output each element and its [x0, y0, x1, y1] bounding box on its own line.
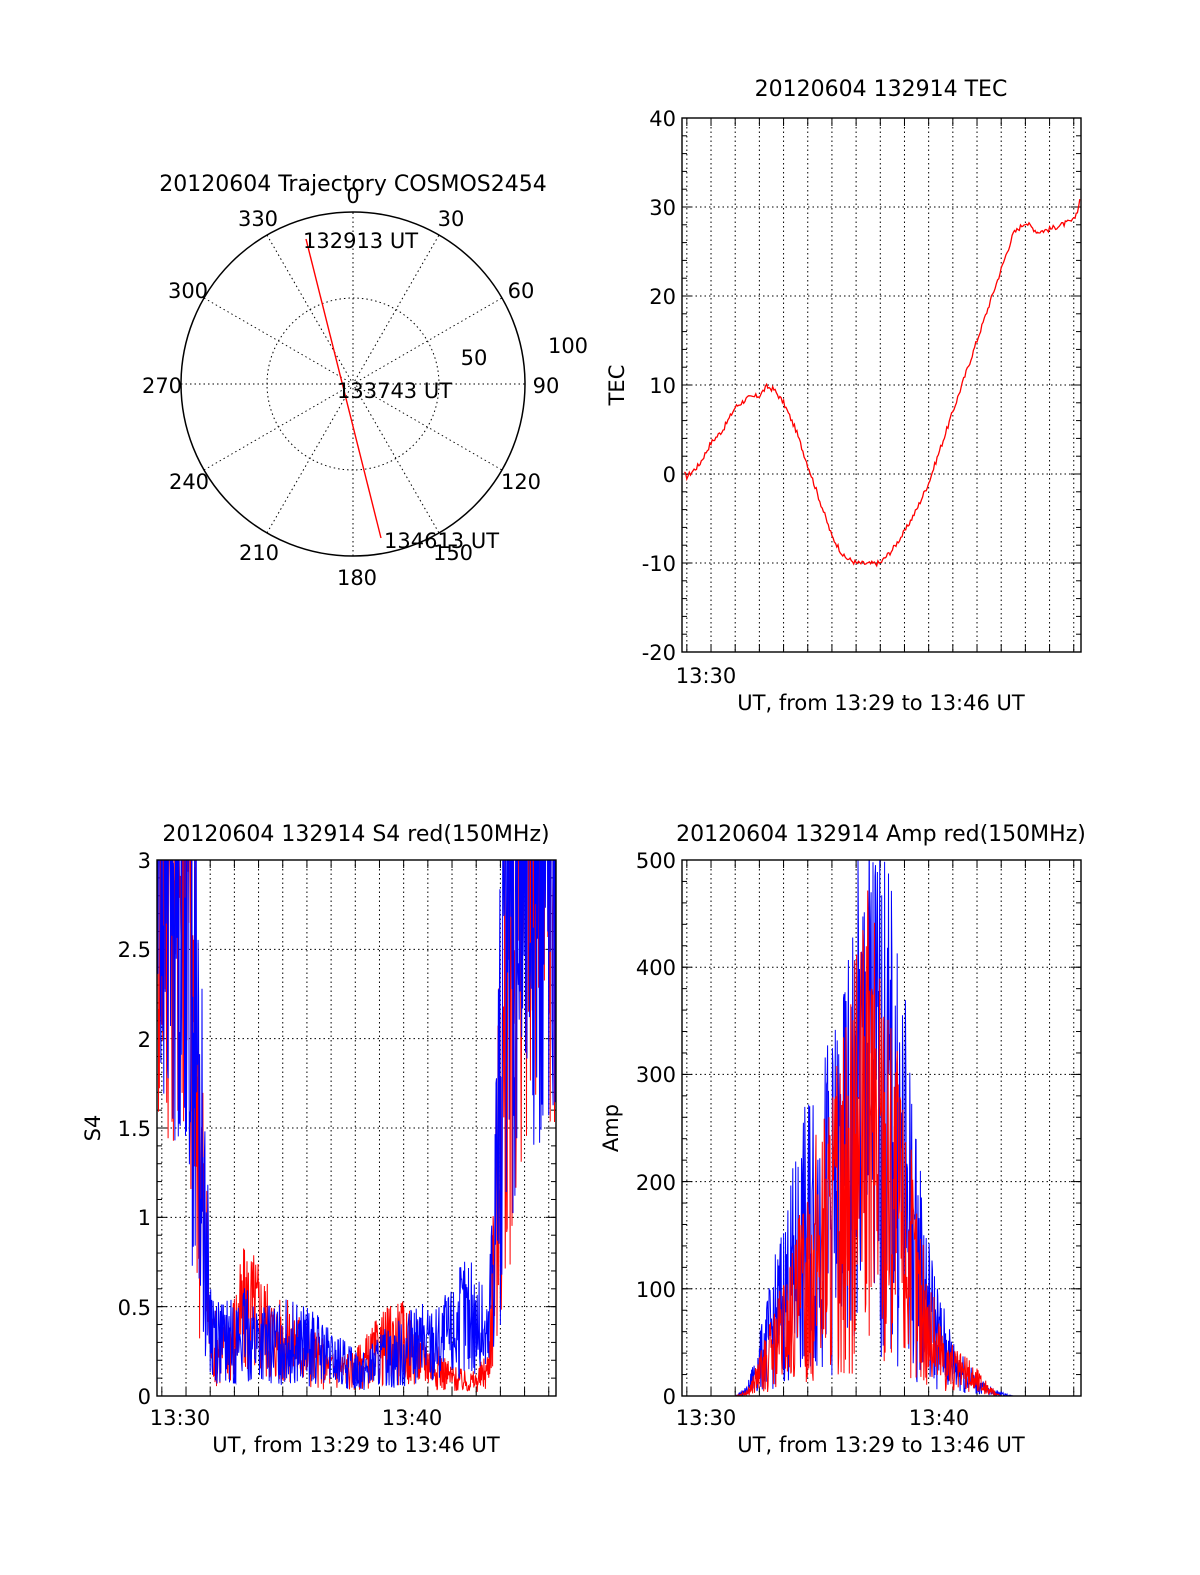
az-label-270: 270	[142, 374, 182, 398]
amp-title: 20120604 132914 Amp red(150MHz)	[676, 822, 1086, 847]
amp-series	[682, 860, 1081, 1396]
tec-title: 20120604 132914 TEC	[755, 77, 1008, 102]
tec-ytick-10: 10	[649, 374, 676, 398]
az-label-60: 60	[508, 279, 535, 303]
s4-xtick-1330: 13:30	[150, 1406, 211, 1430]
amp-frame	[681, 859, 1082, 1397]
tec-series-line-red	[683, 198, 1081, 568]
s4-ylabel: S4	[81, 1115, 105, 1142]
polar-chart: 20120604 Trajectory COSMOS2454 0 30 60 9…	[142, 172, 588, 590]
amp-y-tick-labels: 500 400 300 200 100 0	[636, 849, 676, 1409]
amp-xlabel: UT, from 13:29 to 13:46 UT	[737, 1433, 1025, 1457]
az-label-180: 180	[337, 566, 377, 590]
amp-ytick-400: 400	[636, 956, 676, 980]
tec-xlabel: UT, from 13:29 to 13:46 UT	[737, 691, 1025, 715]
tec-ytick-0: 0	[663, 463, 676, 487]
s4-ytick-3: 3	[138, 849, 151, 873]
mid-time-label: 133743 UT	[337, 379, 452, 403]
az-label-300: 300	[168, 279, 208, 303]
polar-grid	[181, 212, 525, 556]
s4-title: 20120604 132914 S4 red(150MHz)	[162, 822, 549, 847]
tec-chart: 20120604 132914 TEC 40 30 20 10 0 -10 -2…	[605, 77, 1082, 715]
tec-ylabel: TEC	[605, 365, 629, 407]
end-time-label: 134613 UT	[384, 529, 499, 553]
s4-ytick-1.5: 1.5	[118, 1117, 151, 1141]
tec-ytick-neg20: -20	[642, 641, 676, 665]
az-label-0: 0	[346, 184, 359, 208]
trajectory-track	[305, 238, 382, 539]
amp-chart: 20120604 132914 Amp red(150MHz) 500 400 …	[599, 822, 1086, 1457]
az-label-120: 120	[501, 470, 541, 494]
tec-ytick-40: 40	[649, 107, 676, 131]
s4-ytick-2: 2	[138, 1028, 151, 1052]
s4-ytick-0: 0	[138, 1385, 151, 1409]
tec-ytick-neg10: -10	[642, 552, 676, 576]
start-time-label: 132913 UT	[303, 229, 418, 253]
s4-y-tick-labels: 3 2.5 2 1.5 1 0.5 0	[118, 849, 151, 1409]
tec-y-tick-labels: 40 30 20 10 0 -10 -20	[642, 107, 676, 665]
polar-outer-ring	[180, 211, 526, 557]
s4-xlabel: UT, from 13:29 to 13:46 UT	[212, 1433, 500, 1457]
s4-ytick-2.5: 2.5	[118, 938, 151, 962]
amp-xtick-1330: 13:30	[676, 1406, 737, 1430]
s4-frame	[156, 859, 557, 1397]
tec-xtick-1330: 13:30	[676, 664, 737, 688]
amp-ylabel: Amp	[599, 1104, 623, 1152]
tec-series	[683, 198, 1081, 568]
s4-series	[157, 860, 556, 1392]
s4-ytick-0.5: 0.5	[118, 1296, 151, 1320]
s4-series-line-red	[157, 860, 556, 1392]
s4-series-line-blue	[157, 860, 556, 1391]
tec-ytick-30: 30	[649, 196, 676, 220]
amp-xtick-1340: 13:40	[909, 1406, 970, 1430]
s4-chart: 20120604 132914 S4 red(150MHz) 3 2.5 2 1…	[81, 822, 557, 1457]
az-label-330: 330	[238, 207, 278, 231]
polar-azimuth-labels: 0 30 60 90 120 150 180 210 240 270 300 3…	[142, 184, 559, 590]
az-label-30: 30	[438, 207, 465, 231]
tec-ytick-20: 20	[649, 285, 676, 309]
amp-ytick-500: 500	[636, 849, 676, 873]
tec-frame	[681, 117, 1082, 653]
tec-grid	[682, 117, 1081, 653]
az-label-150: 150	[433, 541, 473, 565]
amp-series-line-red	[682, 890, 1081, 1396]
ring-label-100: 100	[548, 334, 588, 358]
s4-ytick-1: 1	[138, 1206, 151, 1230]
amp-ytick-100: 100	[636, 1278, 676, 1302]
polar-title: 20120604 Trajectory COSMOS2454	[159, 172, 546, 197]
amp-ytick-300: 300	[636, 1063, 676, 1087]
ring-label-50: 50	[461, 346, 488, 370]
az-label-240: 240	[169, 470, 209, 494]
s4-xtick-1340: 13:40	[382, 1406, 443, 1430]
polar-spoke	[266, 234, 440, 534]
amp-ytick-200: 200	[636, 1171, 676, 1195]
az-label-90: 90	[533, 374, 560, 398]
az-label-210: 210	[239, 541, 279, 565]
polar-inner-ring	[266, 297, 440, 471]
amp-ytick-0: 0	[663, 1385, 676, 1409]
